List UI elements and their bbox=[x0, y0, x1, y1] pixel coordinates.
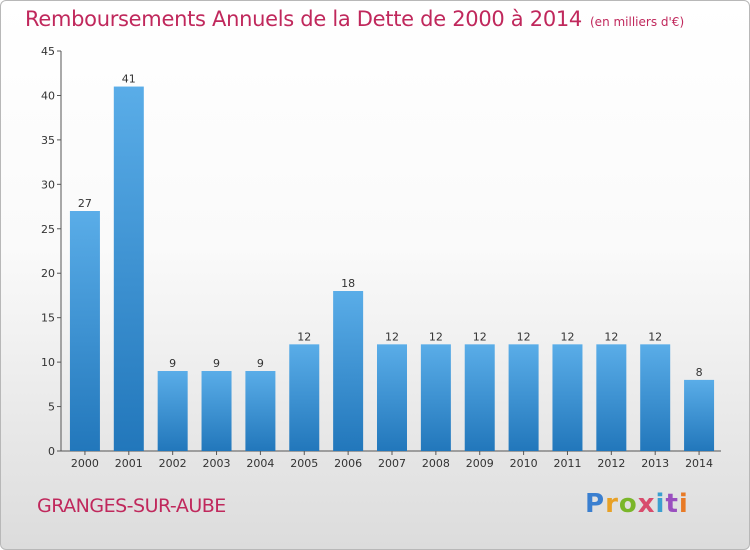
y-tick-label: 5 bbox=[48, 401, 55, 414]
y-tick-label: 30 bbox=[41, 178, 55, 191]
proxiti-logo: Proxiti bbox=[585, 489, 689, 519]
bar-2000 bbox=[69, 211, 100, 451]
x-tick-label-2001: 2001 bbox=[115, 457, 143, 470]
location-name: GRANGES-SUR-AUBE bbox=[37, 495, 226, 517]
bar-2007 bbox=[377, 344, 407, 451]
bar-2001 bbox=[113, 86, 144, 452]
x-tick-label-2000: 2000 bbox=[71, 457, 99, 470]
data-label-2013: 12 bbox=[648, 330, 662, 343]
data-label-2004: 9 bbox=[257, 357, 264, 370]
chart-subtitle: (en milliers d'€) bbox=[590, 15, 685, 29]
bar-2003 bbox=[201, 371, 232, 451]
x-tick-label-2011: 2011 bbox=[553, 457, 581, 470]
data-label-2010: 12 bbox=[517, 330, 531, 343]
x-tick-label-2002: 2002 bbox=[159, 457, 187, 470]
y-tick-label: 25 bbox=[41, 223, 55, 236]
chart-title-text: Remboursements Annuels de la Dette de 20… bbox=[25, 7, 582, 31]
data-label-2009: 12 bbox=[473, 330, 487, 343]
data-label-2011: 12 bbox=[560, 330, 574, 343]
chart-title: Remboursements Annuels de la Dette de 20… bbox=[25, 7, 684, 31]
x-tick-label-2010: 2010 bbox=[510, 457, 538, 470]
bar-2012 bbox=[596, 344, 627, 451]
bar-2013 bbox=[640, 344, 671, 451]
data-label-2014: 8 bbox=[696, 366, 703, 379]
data-label-2002: 9 bbox=[169, 357, 176, 370]
x-tick-label-2003: 2003 bbox=[203, 457, 231, 470]
bar-2008 bbox=[420, 344, 451, 451]
data-label-2006: 18 bbox=[341, 277, 355, 290]
bar-2010 bbox=[508, 344, 539, 451]
bar-2009 bbox=[464, 344, 495, 451]
data-label-2005: 12 bbox=[297, 330, 311, 343]
data-label-2001: 41 bbox=[122, 73, 136, 86]
bar-2005 bbox=[289, 344, 320, 451]
x-tick-label-2005: 2005 bbox=[290, 457, 318, 470]
x-tick-label-2009: 2009 bbox=[466, 457, 494, 470]
y-tick-label: 35 bbox=[41, 134, 55, 147]
data-label-2008: 12 bbox=[429, 330, 443, 343]
bar-2011 bbox=[552, 344, 583, 451]
x-tick-label-2007: 2007 bbox=[378, 457, 406, 470]
bar-2006 bbox=[333, 291, 364, 451]
y-tick-label: 10 bbox=[41, 356, 55, 369]
y-tick-label: 40 bbox=[41, 89, 55, 102]
x-tick-label-2012: 2012 bbox=[597, 457, 625, 470]
x-tick-label-2004: 2004 bbox=[246, 457, 274, 470]
bars: 27 41 9 9 9 12 18 12 12 12 12 12 12 12 8 bbox=[69, 73, 715, 452]
y-tick-label: 45 bbox=[41, 45, 55, 58]
data-label-2000: 27 bbox=[78, 197, 92, 210]
axes: 0 5 10 15 20 25 30 35 40 45 2000 2001 2002 2003 2004 20… bbox=[41, 45, 721, 470]
data-label-2003: 9 bbox=[213, 357, 220, 370]
data-label-2007: 12 bbox=[385, 330, 399, 343]
bar-2002 bbox=[157, 371, 188, 451]
bar-2014 bbox=[684, 379, 715, 451]
y-tick-label: 20 bbox=[41, 267, 55, 280]
data-label-2012: 12 bbox=[604, 330, 618, 343]
y-tick-label: 15 bbox=[41, 312, 55, 325]
x-tick-label-2006: 2006 bbox=[334, 457, 362, 470]
bar-2004 bbox=[245, 371, 276, 451]
x-tick-label-2008: 2008 bbox=[422, 457, 450, 470]
y-tick-label: 0 bbox=[48, 445, 55, 458]
x-tick-label-2014: 2014 bbox=[685, 457, 713, 470]
x-tick-label-2013: 2013 bbox=[641, 457, 669, 470]
